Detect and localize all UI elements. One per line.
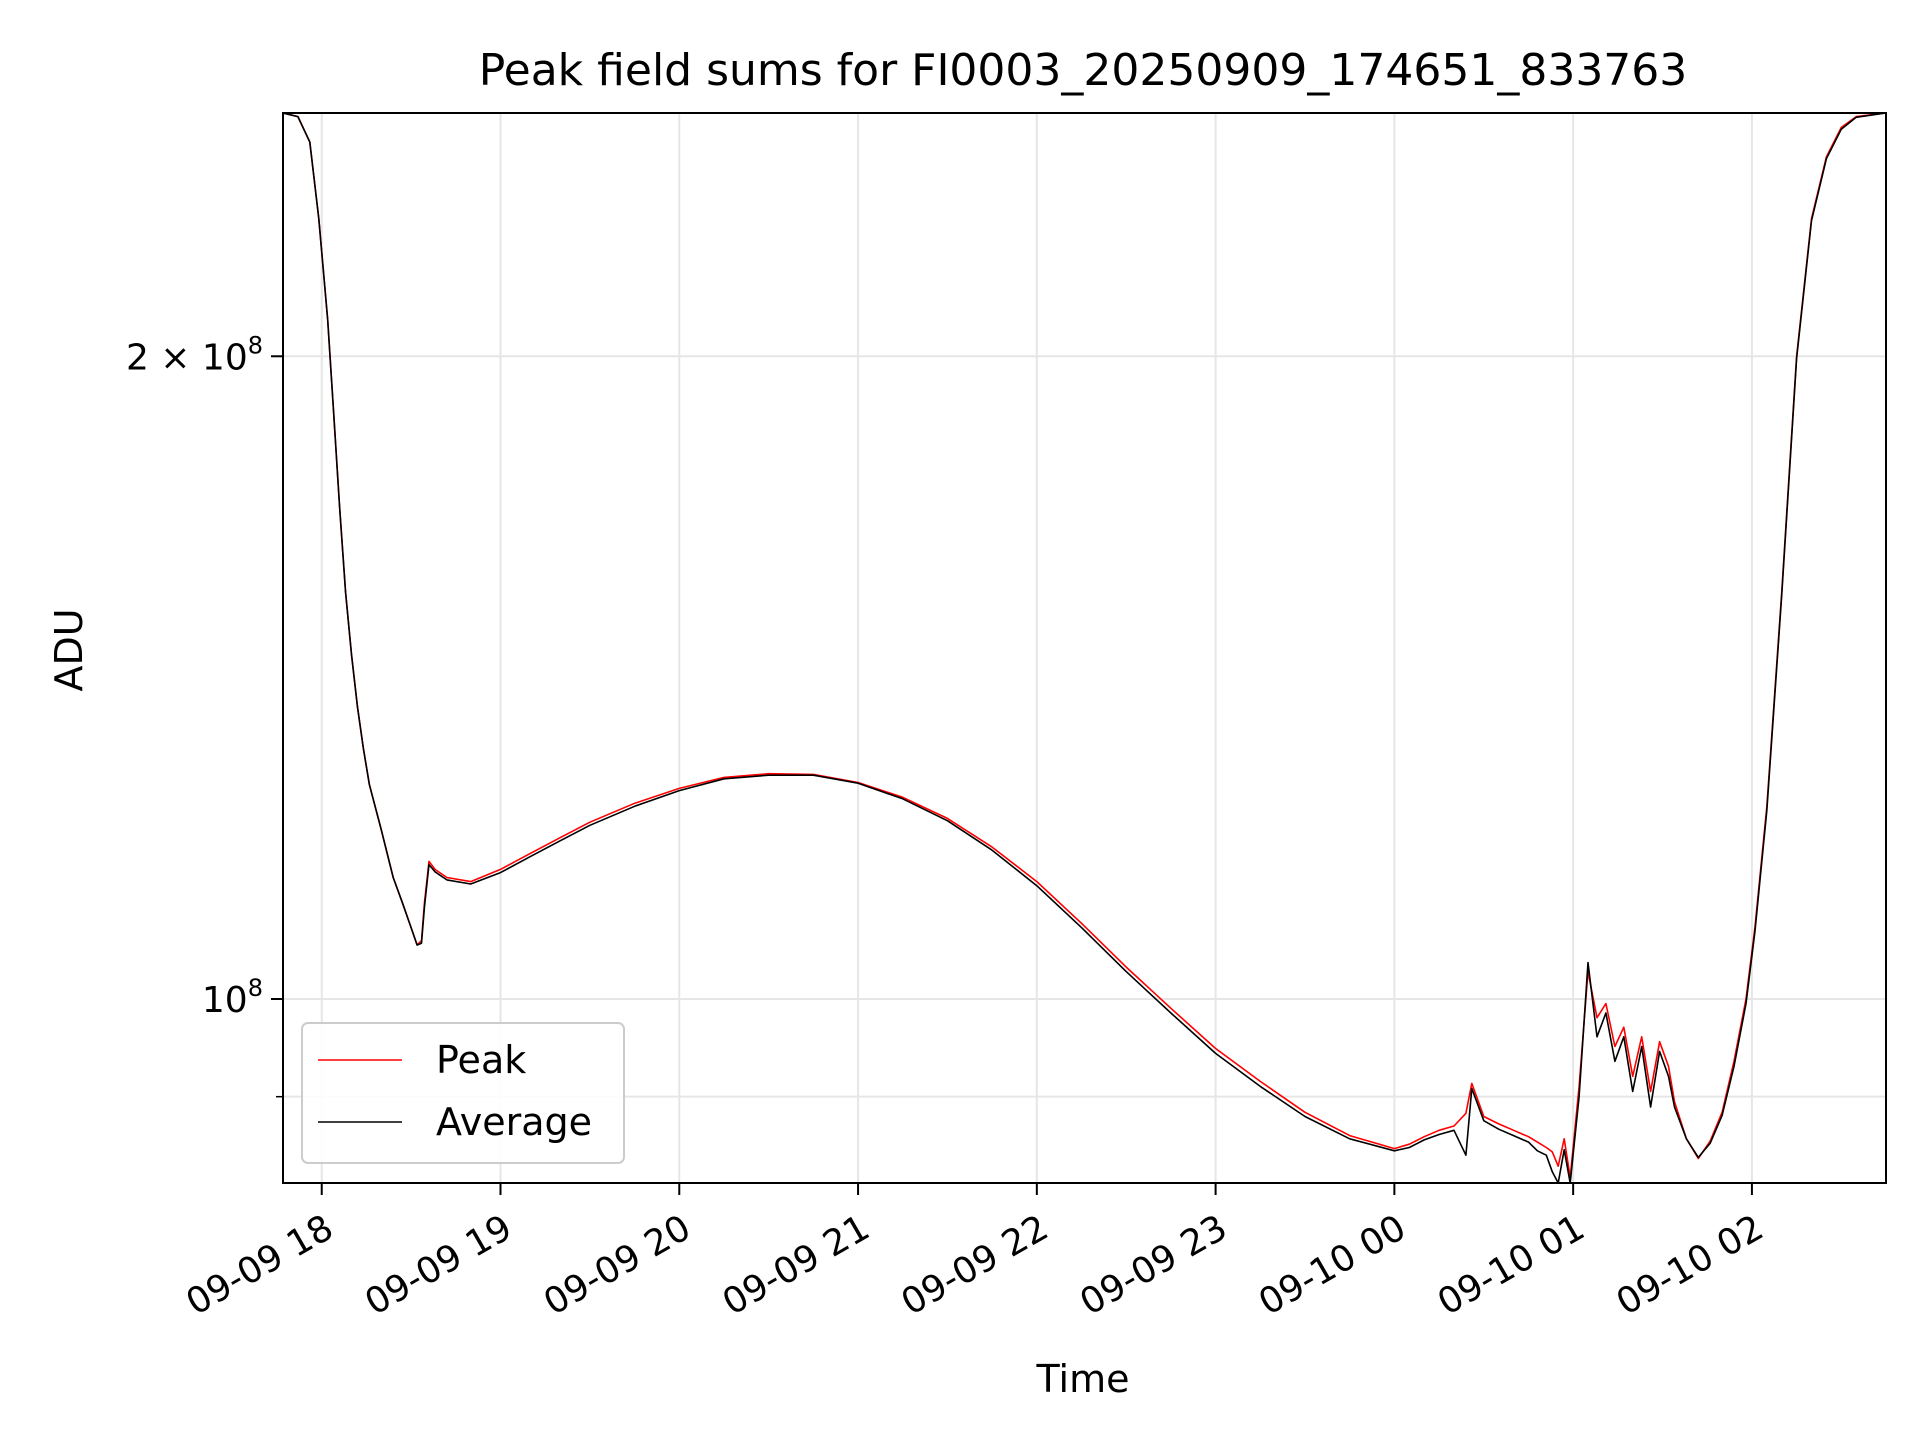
y-axis-ticks: 108 2 × 108 (126, 331, 283, 1098)
series-lines (283, 113, 1886, 1183)
y-tick-label: 2 × 108 (126, 331, 263, 378)
plot-frame (282, 112, 1887, 1184)
y-axis-label: ADU (47, 608, 91, 691)
legend-label-average: Average (436, 1100, 592, 1144)
legend-label-peak: Peak (436, 1038, 526, 1082)
legend-box (301, 1022, 625, 1164)
legend: Peak Average (301, 1022, 625, 1164)
x-axis-label: Time (1036, 1357, 1130, 1401)
y-tick-label: 108 (202, 974, 263, 1021)
chart-title: Peak field sums for FI0003_20250909_1746… (479, 45, 1688, 96)
series-line-average (283, 113, 1886, 1183)
